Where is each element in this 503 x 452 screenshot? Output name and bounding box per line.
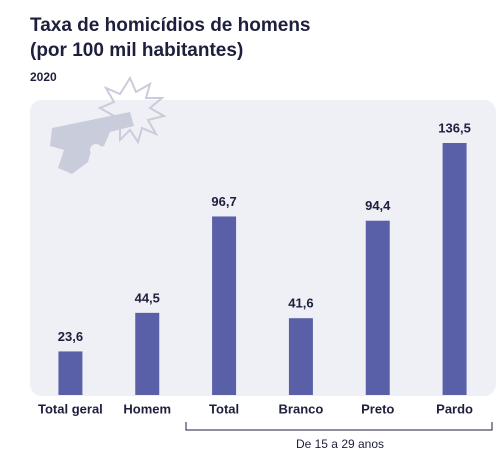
data-label: 44,5	[135, 290, 160, 305]
bar	[365, 220, 390, 395]
x-tick-label: Preto	[361, 401, 394, 416]
data-label: 23,6	[58, 329, 83, 344]
x-tick-label: Total geral	[38, 401, 103, 416]
bar	[135, 312, 160, 395]
bar	[442, 143, 467, 395]
chart-title: Taxa de homicídios de homens	[30, 15, 311, 36]
x-tick-label: Branco	[279, 401, 324, 416]
data-label: 96,7	[211, 194, 236, 209]
bar	[288, 318, 313, 395]
data-label: 136,5	[438, 120, 471, 135]
bar	[212, 216, 237, 395]
data-label: 41,6	[288, 296, 313, 311]
bar	[58, 351, 83, 395]
x-tick-label: Total	[209, 401, 239, 416]
chart-title: (por 100 mil habitantes)	[30, 40, 243, 61]
group-bracket	[185, 422, 493, 431]
data-label: 94,4	[365, 198, 391, 213]
x-tick-label: Homem	[123, 401, 171, 416]
chart-subtitle: 2020	[30, 70, 57, 84]
x-tick-label: Pardo	[436, 401, 473, 416]
group-label: De 15 a 29 anos	[296, 437, 384, 451]
gun-icon	[50, 75, 167, 174]
